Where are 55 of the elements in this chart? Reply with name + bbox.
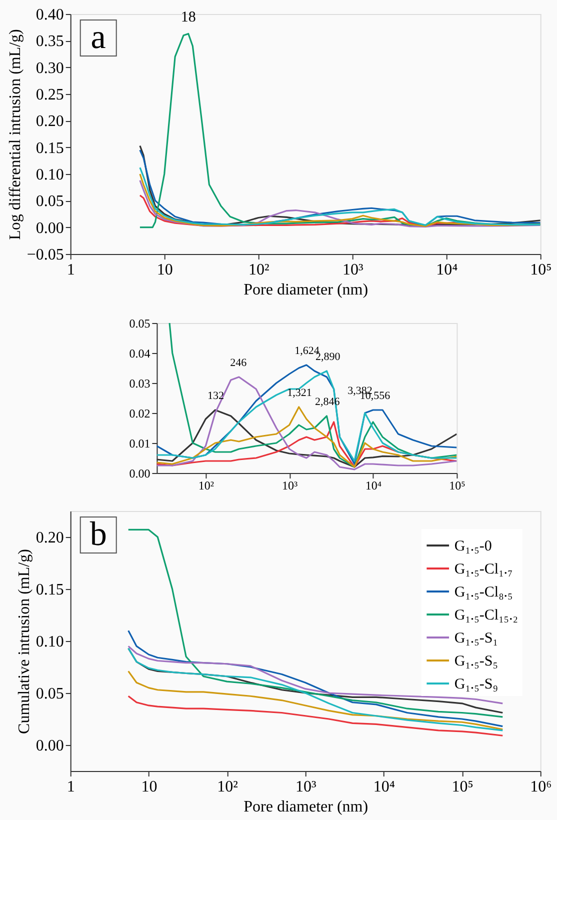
x-axis-title: Pore diameter (nm)	[244, 798, 368, 816]
x-tick-label: 10³	[282, 478, 298, 492]
y-tick-label: 0.05	[36, 686, 64, 702]
x-tick-label: 1	[66, 778, 75, 796]
x-tick-label: 10⁵	[452, 778, 474, 796]
y-tick-label: 0.05	[36, 193, 64, 210]
x-tick-label: 10²	[198, 478, 214, 492]
y-tick-label: 0.15	[36, 582, 64, 598]
x-tick-label: 10⁵	[449, 478, 466, 492]
x-tick-label: 10	[156, 262, 173, 278]
x-tick-label: 1	[66, 262, 75, 278]
annotation: 246	[230, 357, 248, 369]
x-tick-label: 10⁴	[365, 478, 382, 492]
x-tick-label: 10⁶	[530, 778, 552, 796]
annotation: 1,321	[287, 387, 312, 399]
y-tick-label: 0.20	[36, 530, 64, 546]
x-tick-label: 10³	[295, 778, 316, 796]
legend-label: G₁.₅-Cl₁₅.₂	[454, 608, 518, 624]
x-axis-title: Pore diameter (nm)	[244, 282, 368, 298]
x-tick-label: 10²	[217, 778, 238, 796]
x-tick-label: 10³	[342, 262, 364, 278]
annotation: 18	[180, 10, 196, 26]
annotation: a	[90, 19, 106, 56]
y-tick-label: 0.10	[36, 634, 64, 650]
legend-label: G₁.₅-Cl₈.₅	[454, 584, 513, 600]
legend-label: G₁.₅-S₅	[454, 654, 498, 670]
y-tick-label: 0.04	[129, 346, 150, 360]
y-tick-label: −0.05	[26, 246, 64, 264]
x-tick-label: 10⁴	[436, 262, 458, 278]
y-tick-label: 0.10	[36, 166, 64, 184]
y-tick-label: 0.25	[36, 86, 64, 104]
x-tick-label: 10²	[248, 262, 270, 278]
x-tick-label: 10⁴	[373, 778, 396, 796]
legend-label: G₁.₅-0	[454, 538, 492, 554]
y-tick-label: 0.00	[36, 220, 64, 237]
legend-label: G₁.₅-Cl₁.₇	[454, 562, 513, 578]
y-tick-label: 0.05	[129, 316, 150, 330]
y-tick-label: 0.15	[36, 140, 64, 157]
y-tick-label: 0.00	[36, 738, 64, 754]
y-axis-title: Cumulative intrusion (mL/g)	[16, 549, 33, 734]
y-tick-label: 0.40	[36, 6, 64, 24]
y-tick-label: 0.20	[36, 113, 64, 130]
y-tick-label: 0.01	[129, 436, 150, 450]
annotation: 132	[208, 390, 224, 402]
x-tick-label: 10	[141, 778, 158, 796]
legend-label: G₁.₅-S₉	[454, 676, 498, 692]
y-axis-title: Log differential intrusion (mL/g)	[6, 29, 24, 240]
annotation: b	[90, 516, 107, 553]
y-tick-label: 0.30	[36, 60, 64, 77]
y-tick-label: 0.03	[129, 376, 150, 390]
y-tick-label: 0.02	[129, 406, 150, 420]
legend-label: G₁.₅-S₁	[454, 630, 498, 646]
x-tick-label: 10⁵	[530, 262, 552, 278]
y-tick-label: 0.35	[36, 33, 64, 50]
y-tick-label: 0.00	[129, 466, 150, 480]
